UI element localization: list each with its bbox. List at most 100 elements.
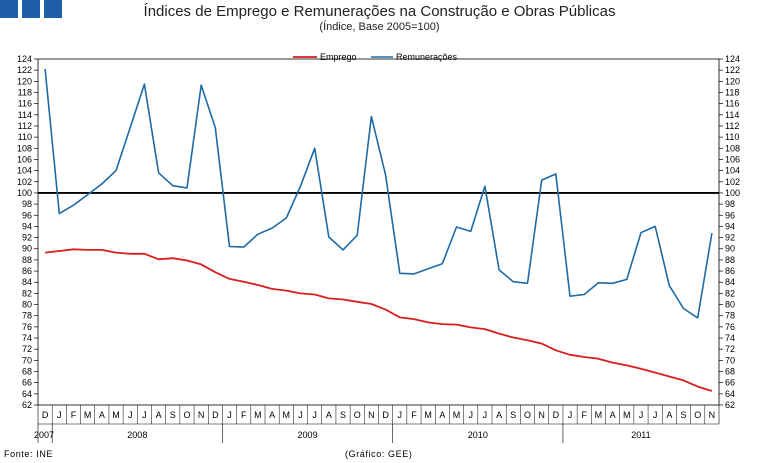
data-point-emprego [696, 385, 699, 388]
y-tick-label-left: 70 [22, 355, 32, 365]
month-label: J [653, 410, 658, 420]
data-point-emprego [668, 375, 671, 378]
data-point-remuneracoes [114, 169, 117, 172]
month-label: J [568, 410, 573, 420]
month-label: A [610, 410, 616, 420]
data-point-emprego [398, 316, 401, 319]
data-point-emprego [200, 263, 203, 266]
data-point-emprego [43, 251, 46, 254]
data-point-remuneracoes [285, 216, 288, 219]
y-tick-label-left: 122 [17, 65, 32, 75]
data-point-emprego [611, 361, 614, 364]
y-tick-label-left: 68 [22, 367, 32, 377]
y-tick-label-right: 66 [725, 378, 735, 388]
y-tick-label-right: 64 [725, 389, 735, 399]
month-label: A [496, 410, 502, 420]
data-point-remuneracoes [682, 307, 685, 310]
data-point-emprego [72, 248, 75, 251]
month-label: F [411, 410, 417, 420]
y-tick-label-right: 118 [725, 87, 739, 97]
month-label: A [156, 410, 162, 420]
data-point-remuneracoes [568, 295, 571, 298]
data-point-remuneracoes [554, 172, 557, 175]
data-point-remuneracoes [441, 262, 444, 265]
data-point-emprego [512, 336, 515, 339]
month-label: D [382, 410, 389, 420]
data-point-emprego [256, 283, 259, 286]
y-tick-label-left: 104 [17, 166, 32, 176]
data-point-remuneracoes [313, 147, 316, 150]
data-point-emprego [341, 298, 344, 301]
y-tick-label-right: 82 [725, 288, 735, 298]
month-label: J [468, 410, 473, 420]
y-tick-label-right: 72 [725, 344, 735, 354]
data-point-emprego [171, 257, 174, 260]
data-point-remuneracoes [242, 245, 245, 248]
data-point-emprego [313, 293, 316, 296]
y-tick-label-left: 98 [22, 199, 32, 209]
year-label: 2011 [631, 430, 650, 440]
y-tick-label-right: 70 [725, 355, 735, 365]
y-tick-label-right: 80 [725, 300, 735, 310]
y-tick-label-left: 80 [22, 300, 32, 310]
month-label: F [71, 410, 77, 420]
data-point-remuneracoes [455, 225, 458, 228]
y-tick-label-left: 88 [22, 255, 32, 265]
data-point-remuneracoes [654, 225, 657, 228]
y-tick-label-right: 100 [725, 188, 740, 198]
y-tick-label-right: 122 [725, 65, 740, 75]
data-point-remuneracoes [696, 316, 699, 319]
data-point-remuneracoes [100, 182, 103, 185]
data-point-emprego [86, 248, 89, 251]
data-point-emprego [356, 300, 359, 303]
data-point-remuneracoes [540, 179, 543, 182]
data-point-remuneracoes [469, 230, 472, 233]
data-point-remuneracoes [583, 293, 586, 296]
data-point-remuneracoes [427, 267, 430, 270]
data-point-emprego [370, 302, 373, 305]
month-label: M [453, 410, 461, 420]
data-point-emprego [327, 297, 330, 300]
y-tick-label-left: 118 [18, 87, 32, 97]
y-tick-label-left: 106 [17, 154, 32, 164]
month-label: O [183, 410, 190, 420]
y-tick-label-left: 74 [22, 333, 32, 343]
data-point-emprego [384, 308, 387, 311]
y-tick-label-left: 66 [22, 378, 32, 388]
y-tick-label-right: 88 [725, 255, 735, 265]
month-label: A [666, 410, 672, 420]
chart-subtitle: (Índice, Base 2005=100) [319, 21, 440, 33]
legend-label-remuneracoes: Remunerações [396, 52, 458, 62]
data-point-remuneracoes [185, 186, 188, 189]
month-label: S [340, 410, 346, 420]
month-label: J [312, 410, 317, 420]
y-tick-label-left: 94 [22, 221, 32, 231]
data-point-emprego [242, 280, 245, 283]
month-label: J [227, 410, 232, 420]
y-tick-label-left: 64 [22, 389, 32, 399]
series-line-emprego [44, 248, 713, 392]
month-label: M [112, 410, 120, 420]
month-label: J [128, 410, 133, 420]
data-point-emprego [129, 252, 132, 255]
data-point-remuneracoes [270, 226, 273, 229]
data-point-remuneracoes [171, 184, 174, 187]
data-point-remuneracoes [72, 204, 75, 207]
month-label: J [639, 410, 644, 420]
data-point-remuneracoes [611, 282, 614, 285]
data-point-remuneracoes [668, 284, 671, 287]
year-label: 2007 [34, 430, 54, 440]
y-tick-label-left: 124 [17, 54, 32, 64]
data-point-emprego [682, 379, 685, 382]
y-tick-label-right: 104 [725, 166, 740, 176]
y-tick-label-left: 72 [22, 344, 32, 354]
y-tick-label-left: 100 [17, 188, 32, 198]
y-tick-label-left: 96 [22, 210, 32, 220]
year-label: 2008 [127, 430, 147, 440]
data-point-remuneracoes [526, 282, 529, 285]
data-point-emprego [554, 349, 557, 352]
y-tick-label-right: 90 [725, 244, 735, 254]
data-point-remuneracoes [228, 245, 231, 248]
y-tick-label-right: 116 [725, 99, 739, 109]
data-point-remuneracoes [214, 126, 217, 129]
